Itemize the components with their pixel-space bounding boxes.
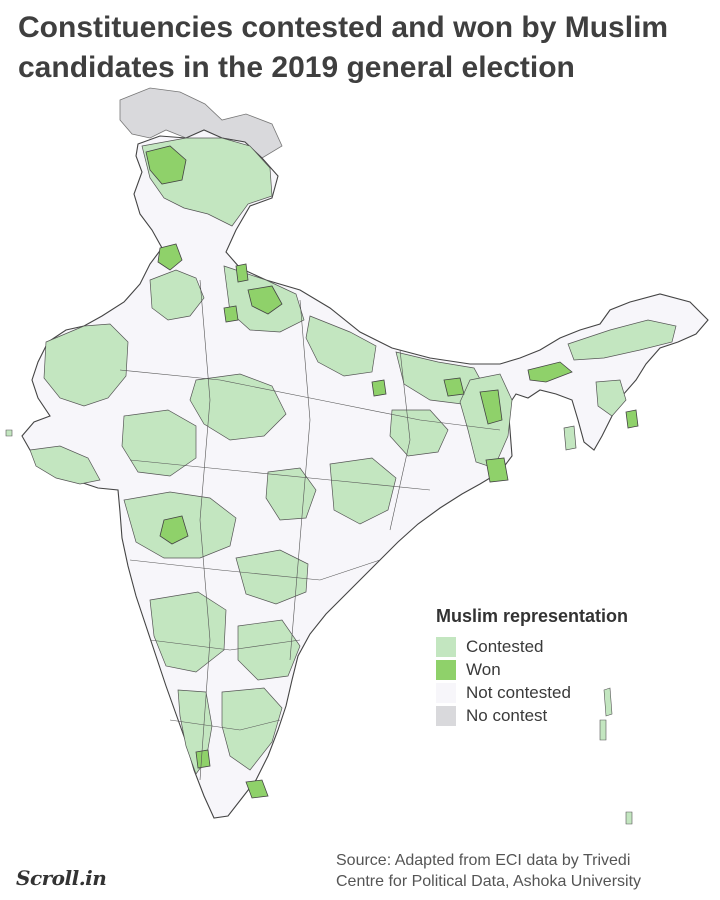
legend-label: Won — [466, 660, 501, 679]
won-region-up-3 — [223, 305, 239, 323]
won-region-kashmir — [145, 145, 187, 185]
won-region-bengal-2 — [479, 389, 503, 425]
won-region-bengal-3 — [485, 457, 509, 483]
legend-title: Muslim representation — [436, 606, 629, 626]
won-region-bihar — [371, 379, 387, 397]
won-region-northeast — [625, 409, 639, 429]
contested-region-chhattisgarh — [265, 467, 317, 521]
map-title: Constituencies contested and won by Musl… — [18, 11, 669, 84]
contested-region-andhra — [237, 619, 301, 681]
won-region-assam — [527, 361, 573, 383]
scroll-logo: Scroll.in — [16, 866, 107, 890]
legend-item-no-contest: No contest — [436, 705, 676, 727]
contested-region-central — [121, 409, 197, 477]
contested-region-northeast — [567, 319, 677, 361]
legend-swatch-no-contest — [436, 706, 456, 726]
legend-swatch-not-contested — [436, 683, 456, 703]
won-region-kerala — [195, 749, 211, 769]
legend: Muslim representation Contested Won Not … — [436, 606, 676, 728]
won-region-maharashtra — [159, 515, 189, 545]
won-region-punjab — [157, 243, 183, 271]
contested-region-tripura — [563, 425, 577, 451]
won-region-tamilnadu — [245, 779, 269, 799]
nicobar-islands — [625, 811, 633, 825]
contested-region-odisha — [329, 457, 397, 525]
legend-swatch-contested — [436, 637, 456, 657]
andaman-islands-south — [599, 719, 607, 741]
contested-region-up-east — [305, 315, 377, 377]
contested-region-telangana — [235, 549, 309, 605]
won-region-up-1 — [235, 263, 249, 283]
india-constituency-map — [5, 87, 709, 825]
constituency-boundaries — [119, 279, 501, 781]
legend-item-won: Won — [436, 659, 676, 681]
contested-region-west — [43, 323, 129, 407]
won-region-up-2 — [247, 285, 283, 315]
legend-label: Contested — [466, 637, 544, 656]
island-territories — [5, 429, 633, 825]
contested-region-assam — [595, 379, 627, 417]
source-line-2: Centre for Political Data, Ashoka Univer… — [336, 873, 642, 890]
source-line-1: Source: Adapted from ECI data by Trivedi — [336, 852, 631, 869]
legend-swatch-won — [436, 660, 456, 680]
contested-region-tamilnadu — [221, 687, 283, 771]
lakshadweep — [5, 429, 13, 437]
legend-label: No contest — [466, 706, 548, 725]
legend-item-contested: Contested — [436, 636, 676, 658]
won-region-bengal-1 — [443, 377, 465, 397]
legend-item-not-contested: Not contested — [436, 682, 676, 704]
contested-region-punjab — [149, 269, 205, 321]
won-regions — [145, 145, 639, 799]
legend-label: Not contested — [466, 683, 571, 702]
contested-region-mp — [189, 373, 287, 441]
source-note: Source: Adapted from ECI data by Trivedi… — [336, 850, 706, 892]
contested-region-gujarat — [29, 445, 101, 485]
andaman-islands — [603, 687, 613, 717]
